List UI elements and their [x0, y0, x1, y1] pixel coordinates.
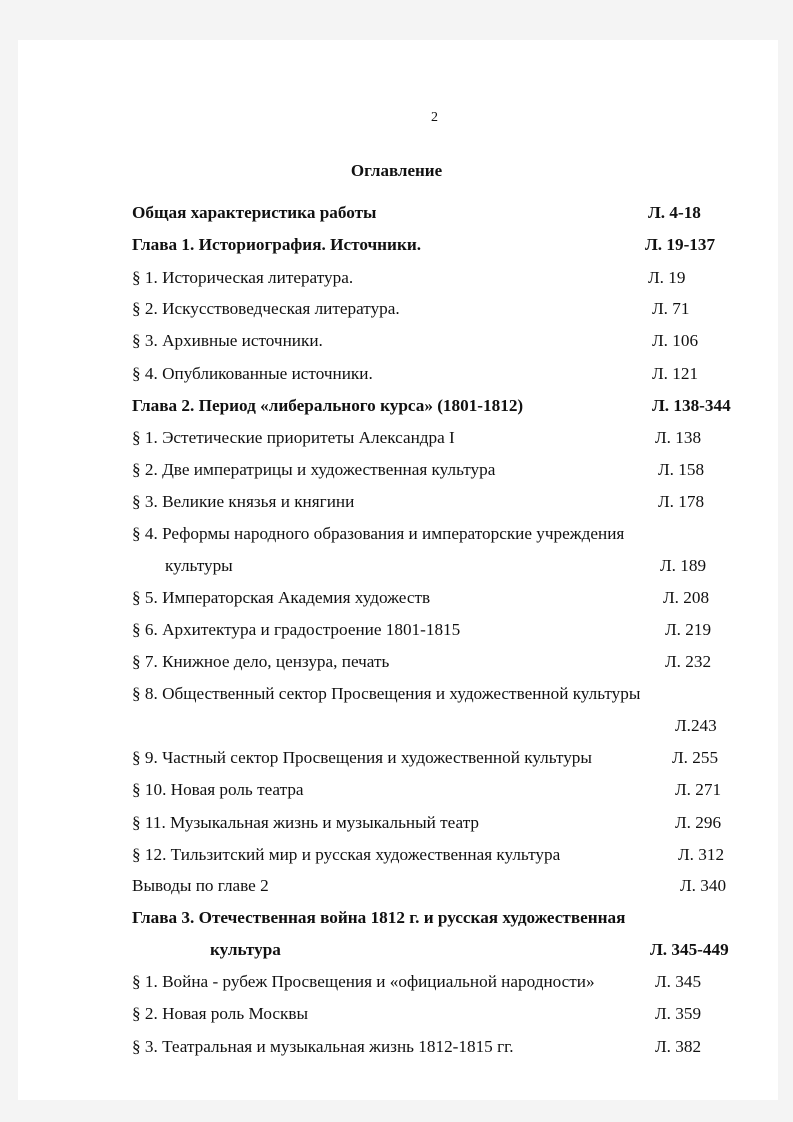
toc-entry-title: § 4. Реформы народного образования и имп…	[132, 524, 625, 543]
toc-entry-title: § 5. Императорская Академия художеств	[132, 588, 431, 607]
toc-entry-page: Л.243	[675, 716, 717, 735]
toc-entry-page: Л. 382	[655, 1037, 702, 1056]
toc-entry-page: Л. 219	[665, 620, 712, 639]
toc-entry-page: Л. 138-344	[652, 396, 731, 415]
toc-entry-title: Общая характеристика работы	[132, 203, 377, 222]
toc-entry-title: § 3. Архивные источники.	[132, 331, 323, 350]
page-title: Оглавление	[350, 161, 443, 180]
toc-entry-page: Л. 19	[648, 268, 686, 287]
toc-entry-title: § 2. Две императрицы и художественная ку…	[132, 460, 496, 479]
toc-entry-page: Л. 189	[660, 556, 707, 575]
toc-entry-title: § 9. Частный сектор Просвещения и художе…	[132, 748, 592, 767]
toc-entry-page: Л. 255	[672, 748, 719, 767]
toc-entry-page: Л. 19-137	[645, 235, 716, 254]
toc-entry-page: Л. 4-18	[648, 203, 701, 222]
toc-entry-title: § 12. Тильзитский мир и русская художест…	[132, 845, 561, 864]
toc-entry-title: § 8. Общественный сектор Просвещения и х…	[132, 684, 641, 703]
document-page	[18, 40, 778, 1100]
toc-entry-page: Л. 106	[652, 331, 699, 350]
toc-entry-title: § 4. Опубликованные источники.	[132, 364, 373, 383]
toc-entry-title: § 7. Книжное дело, цензура, печать	[132, 652, 390, 671]
toc-entry-page: Л. 232	[665, 652, 712, 671]
toc-entry-title: Выводы по главе 2	[132, 876, 269, 895]
toc-entry-page: Л. 138	[655, 428, 702, 447]
toc-entry-title: § 3. Театральная и музыкальная жизнь 181…	[132, 1037, 514, 1056]
toc-entry-page: Л. 340	[680, 876, 727, 895]
toc-entry-title: § 2. Искусствоведческая литература.	[132, 299, 400, 318]
toc-entry-title: § 2. Новая роль Москвы	[132, 1004, 308, 1023]
toc-entry-page: Л. 158	[658, 460, 705, 479]
toc-entry-title: § 1. Война - рубеж Просвещения и «официа…	[132, 972, 595, 991]
toc-entry-title: § 1. Историческая литература.	[132, 268, 354, 287]
toc-entry-page: Л. 345-449	[650, 940, 729, 959]
toc-entry-page: Л. 312	[678, 845, 725, 864]
toc-entry-title: Глава 3. Отечественная война 1812 г. и р…	[132, 908, 626, 927]
toc-entry-title: § 11. Музыкальная жизнь и музыкальный те…	[132, 813, 480, 832]
toc-entry-title-continued: культура	[210, 940, 281, 959]
toc-entry-title: § 6. Архитектура и градостроение 1801-18…	[132, 620, 461, 639]
toc-entry-title: Глава 1. Историография. Источники.	[132, 235, 422, 254]
toc-entry-title: § 3. Великие князья и княгини	[132, 492, 355, 511]
toc-entry-page: Л. 271	[675, 780, 722, 799]
toc-entry-title-continued: культуры	[165, 556, 233, 575]
toc-entry-title: § 1. Эстетические приоритеты Александра …	[132, 428, 455, 447]
toc-entry-title: Глава 2. Период «либерального курса» (18…	[132, 396, 524, 415]
toc-entry-page: Л. 345	[655, 972, 702, 991]
toc-entry-page: Л. 296	[675, 813, 722, 832]
page-number: 2	[431, 110, 438, 125]
toc-entry-page: Л. 71	[652, 299, 690, 318]
toc-entry-page: Л. 359	[655, 1004, 702, 1023]
toc-entry-page: Л. 208	[663, 588, 710, 607]
toc-entry-page: Л. 121	[652, 364, 699, 383]
toc-entry-title: § 10. Новая роль театра	[132, 780, 304, 799]
toc-entry-page: Л. 178	[658, 492, 705, 511]
